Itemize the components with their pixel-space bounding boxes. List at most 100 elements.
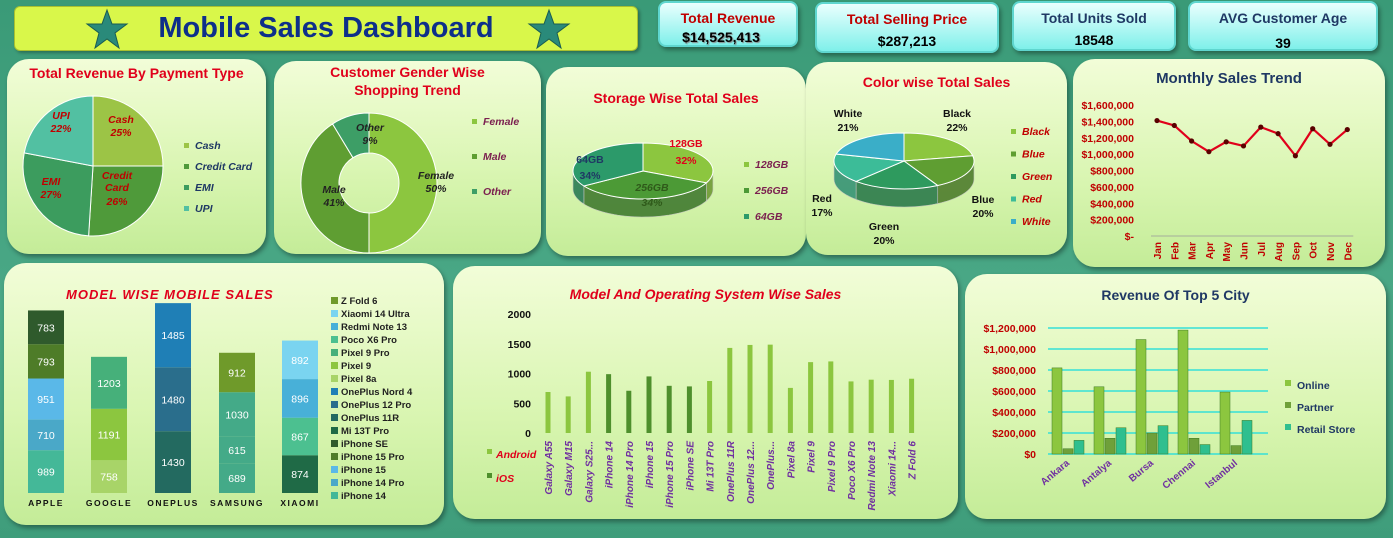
slice-value: 22%	[946, 122, 968, 134]
data-point	[1240, 143, 1247, 149]
bar-online	[1135, 339, 1147, 455]
bar-segment	[155, 303, 191, 368]
panel-city: Revenue Of Top 5 City $1,200,000 $1,000,0…	[965, 274, 1386, 519]
legend-swatch	[744, 188, 749, 193]
bar-ios	[686, 386, 692, 433]
x-tick-label: APPLE	[28, 498, 64, 508]
slice-label: UPI	[52, 110, 71, 122]
pie-slice-256gb	[582, 170, 708, 200]
legend-swatch	[1011, 151, 1016, 157]
legend-label: White	[1022, 216, 1051, 228]
slice-value: 21%	[837, 122, 859, 134]
y-tick-label: 1500	[508, 339, 532, 351]
x-tick-label: Oct	[1309, 241, 1320, 258]
pie-slice-red	[833, 153, 905, 182]
y-tick-label: $-	[1125, 231, 1135, 243]
legend-swatch	[1285, 380, 1291, 386]
bar-value-label: 1430	[161, 457, 185, 469]
legend-swatch	[472, 189, 477, 194]
legend-swatch	[331, 310, 338, 317]
legend-label: EMI	[195, 182, 215, 194]
legend-swatch	[331, 466, 338, 473]
legend-label: Male	[483, 151, 507, 163]
data-point	[1223, 139, 1229, 145]
bar-segment	[28, 378, 64, 420]
bar-segment	[91, 356, 127, 409]
bar-android	[848, 381, 854, 433]
bar-segment	[219, 436, 255, 464]
legend-label: Green	[1022, 171, 1052, 183]
x-tick-label: OnePlus 12...	[746, 441, 757, 504]
legend-swatch	[331, 440, 338, 447]
bar-segment	[155, 367, 191, 432]
pie-slice-female	[368, 112, 438, 254]
pie-slice-green	[854, 160, 939, 190]
data-point	[1258, 124, 1264, 130]
pie-slice-64gb	[572, 142, 644, 187]
bar-value-label: 989	[37, 467, 55, 479]
legend-swatch	[184, 185, 189, 190]
legend-label: 256GB	[754, 185, 789, 197]
legend-label: Android	[495, 449, 537, 461]
panel-os: Model And Operating System Wise Sales 20…	[453, 266, 958, 519]
panel-payment-type: Total Revenue By Payment Type Cash 25% Cre…	[7, 59, 266, 254]
x-tick-label: Xiaomi 14...	[887, 441, 898, 497]
bar-retail-store	[1157, 425, 1169, 455]
y-tick-label: $1,000,000	[1081, 149, 1134, 161]
y-tick-label: $200,000	[992, 428, 1036, 440]
legend-swatch	[331, 297, 338, 304]
kpi-value: 39	[1275, 35, 1291, 51]
y-tick-label: $200,000	[1090, 215, 1134, 227]
slice-value: 41%	[322, 197, 345, 209]
bar-value-label: 615	[228, 445, 246, 457]
legend-swatch	[1011, 129, 1016, 134]
x-tick-label: ONEPLUS	[147, 498, 199, 508]
legend-label: Online	[1297, 380, 1330, 392]
legend-swatch	[1011, 219, 1016, 224]
legend-label: Black	[1022, 126, 1051, 138]
slice-value: 32%	[675, 155, 697, 167]
slice-label: White	[834, 108, 863, 120]
bar-android	[707, 380, 713, 433]
legend-swatch	[184, 206, 189, 211]
x-tick-label: Jun	[1240, 242, 1251, 260]
bar-segment	[282, 379, 318, 418]
slice-label: Cash	[108, 114, 134, 126]
y-tick-label: $400,000	[1090, 198, 1134, 210]
y-tick-label: $1,600,000	[1081, 100, 1134, 112]
legend-swatch	[331, 479, 338, 486]
bar-android	[545, 392, 551, 433]
chart-title: MODEL WISE MOBILE SALES	[66, 287, 274, 302]
x-tick-label: Mar	[1188, 242, 1199, 260]
legend-label: Partner	[1297, 402, 1334, 414]
bar-value-label: 867	[291, 432, 309, 444]
bar-retail-store	[1115, 427, 1127, 455]
legend-label: Redmi Note 13	[341, 322, 407, 333]
x-tick-label: SAMSUNG	[210, 498, 264, 508]
legend-swatch	[1011, 196, 1016, 202]
legend-swatch	[331, 323, 338, 330]
legend-label: UPI	[195, 203, 214, 215]
bar-segment	[91, 460, 127, 493]
bar-android	[727, 347, 733, 433]
data-point	[1292, 153, 1298, 159]
x-tick-label: OnePlus 11R	[726, 440, 737, 502]
slice-value: 17%	[811, 207, 833, 219]
bar-ios	[626, 390, 632, 433]
slice-label: Green	[869, 221, 899, 233]
bar-android	[767, 344, 773, 433]
bar-android	[787, 387, 793, 433]
x-tick-label: Dec	[1343, 242, 1354, 261]
bar-partner	[1230, 445, 1242, 455]
bar-partner	[1062, 448, 1074, 455]
x-tick-label: GOOGLE	[86, 498, 132, 508]
bar-value-label: 951	[37, 394, 55, 406]
slice-value: 50%	[425, 183, 447, 195]
bar-online	[1219, 391, 1231, 455]
panel-storage: Storage Wise Total Sales 128GB 32% 256GB 34…	[546, 67, 806, 256]
bar-android	[808, 362, 814, 433]
kpi-value: 18548	[1074, 32, 1114, 48]
slice-value: 27%	[39, 189, 62, 201]
bar-value-label: 1485	[161, 330, 185, 342]
